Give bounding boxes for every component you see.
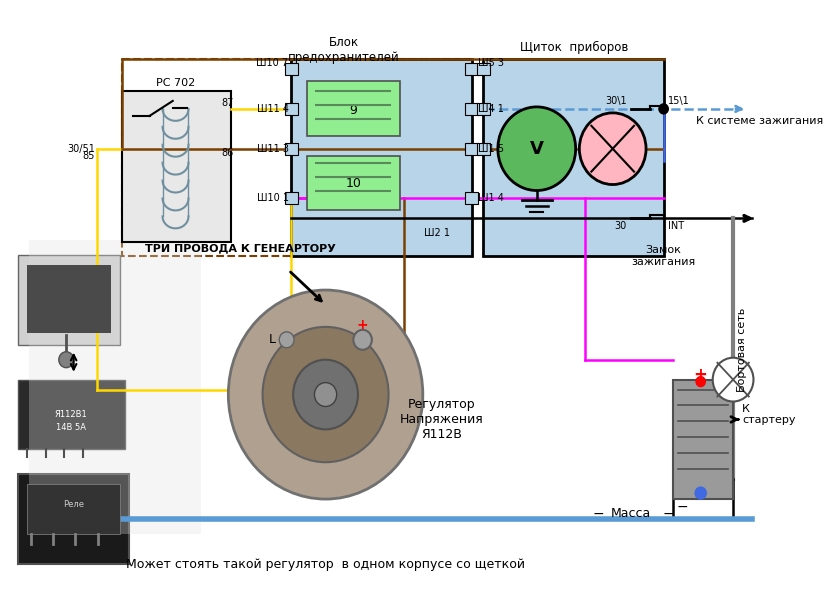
FancyBboxPatch shape: [29, 240, 200, 534]
FancyBboxPatch shape: [483, 59, 664, 256]
Text: 14В 5А: 14В 5А: [56, 423, 85, 432]
Text: L: L: [268, 333, 276, 346]
Text: 87: 87: [221, 98, 234, 108]
Text: Блок
предохранителей: Блок предохранителей: [288, 36, 400, 64]
Text: Ш11 3: Ш11 3: [256, 144, 288, 153]
FancyBboxPatch shape: [292, 59, 472, 256]
Text: 15\1: 15\1: [668, 96, 690, 106]
Text: 10: 10: [345, 177, 361, 190]
Text: Масса: Масса: [611, 507, 651, 520]
FancyBboxPatch shape: [307, 156, 400, 210]
Circle shape: [696, 377, 706, 387]
FancyBboxPatch shape: [477, 63, 489, 75]
Text: V: V: [530, 140, 544, 158]
Text: 86: 86: [221, 147, 234, 158]
Text: +: +: [357, 318, 369, 332]
Text: РС 702: РС 702: [156, 78, 195, 88]
Text: −: −: [676, 500, 688, 514]
Circle shape: [659, 104, 668, 114]
Text: −: −: [593, 507, 604, 521]
Text: К системе зажигания: К системе зажигания: [696, 116, 823, 126]
Circle shape: [262, 327, 389, 462]
Circle shape: [279, 332, 294, 348]
Circle shape: [713, 358, 753, 402]
FancyBboxPatch shape: [285, 103, 297, 115]
FancyBboxPatch shape: [465, 192, 478, 204]
FancyBboxPatch shape: [477, 103, 489, 115]
Text: ТРИ ПРОВОДА К ГЕНЕАРТОРУ: ТРИ ПРОВОДА К ГЕНЕАРТОРУ: [145, 243, 336, 253]
Text: Я112В1: Я112В1: [54, 410, 87, 419]
FancyBboxPatch shape: [18, 474, 129, 564]
Circle shape: [354, 330, 372, 350]
Text: 9: 9: [349, 104, 357, 118]
FancyBboxPatch shape: [285, 143, 297, 155]
FancyBboxPatch shape: [28, 484, 120, 534]
Text: 30: 30: [614, 221, 627, 231]
Text: 30/51: 30/51: [67, 144, 95, 153]
Circle shape: [293, 360, 358, 429]
FancyBboxPatch shape: [285, 63, 297, 75]
Text: INT: INT: [668, 221, 685, 231]
FancyBboxPatch shape: [18, 380, 125, 450]
Text: Ш11 4: Ш11 4: [256, 104, 288, 114]
Text: Бортовая сеть: Бортовая сеть: [737, 307, 747, 392]
Text: 85: 85: [83, 150, 95, 161]
Text: 30\1: 30\1: [605, 96, 627, 106]
Text: Реле: Реле: [63, 500, 84, 509]
Text: Замок
зажигания: Замок зажигания: [632, 245, 696, 267]
FancyBboxPatch shape: [465, 143, 478, 155]
Circle shape: [579, 113, 646, 184]
Text: Регулятор
Напряжения
Я112В: Регулятор Напряжения Я112В: [400, 398, 484, 441]
Text: Ш4 1: Ш4 1: [478, 104, 504, 114]
FancyBboxPatch shape: [465, 63, 478, 75]
Text: Ш10 1: Ш10 1: [256, 193, 288, 204]
Text: Щиток  приборов: Щиток приборов: [520, 41, 628, 54]
Text: Ш10 7: Ш10 7: [256, 58, 288, 68]
FancyBboxPatch shape: [307, 81, 400, 136]
Text: Ш1 5: Ш1 5: [478, 144, 504, 153]
FancyBboxPatch shape: [285, 192, 297, 204]
Text: Может стоять такой регулятор  в одном корпусе со щеткой: Может стоять такой регулятор в одном кор…: [126, 558, 525, 571]
Text: Ш5 3: Ш5 3: [478, 58, 504, 68]
FancyBboxPatch shape: [477, 143, 489, 155]
Text: Ш1 4: Ш1 4: [478, 193, 504, 204]
Text: К
стартеру: К стартеру: [742, 404, 796, 425]
Text: −: −: [663, 507, 674, 521]
Circle shape: [314, 383, 337, 407]
Circle shape: [228, 290, 423, 499]
Circle shape: [696, 487, 706, 499]
FancyBboxPatch shape: [673, 380, 733, 499]
FancyBboxPatch shape: [28, 265, 111, 333]
Circle shape: [498, 107, 576, 190]
FancyBboxPatch shape: [122, 91, 231, 242]
Circle shape: [59, 352, 74, 368]
Text: +: +: [694, 365, 707, 384]
Text: Ш2 1: Ш2 1: [424, 228, 450, 238]
FancyBboxPatch shape: [465, 103, 478, 115]
FancyBboxPatch shape: [18, 255, 120, 345]
